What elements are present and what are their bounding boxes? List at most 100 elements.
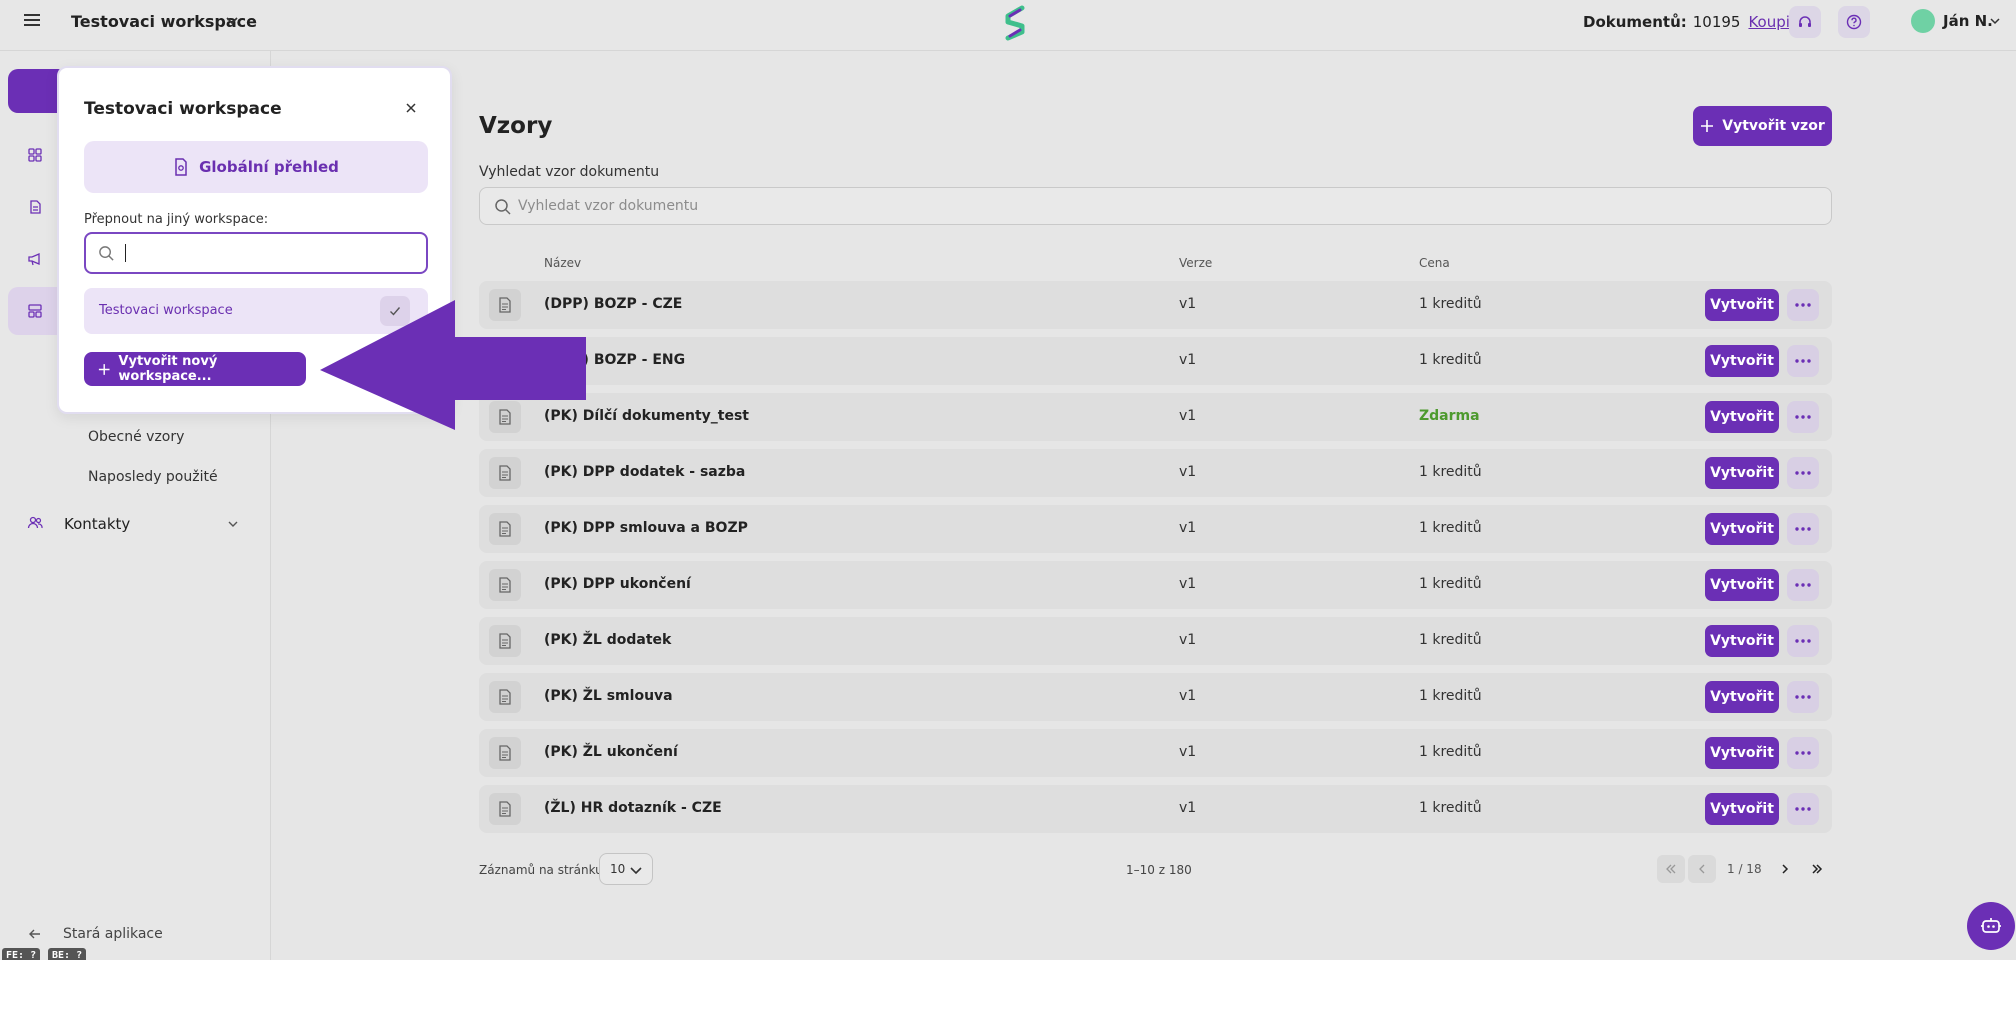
prev-page-button[interactable] xyxy=(1688,855,1716,883)
row-name: (ŽL) HR dotazník - CZE xyxy=(544,800,722,816)
last-page-button[interactable] xyxy=(1803,855,1831,883)
template-search-input[interactable] xyxy=(518,188,1818,224)
create-template-button[interactable]: Vytvořit vzor xyxy=(1693,106,1832,146)
template-search[interactable] xyxy=(479,187,1832,225)
support-button[interactable] xyxy=(1789,6,1821,38)
buy-link[interactable]: Koupit xyxy=(1748,13,1796,31)
chevron-down-icon[interactable] xyxy=(226,517,240,531)
user-name[interactable]: Ján N. xyxy=(1943,12,1993,30)
row-create-button[interactable]: Vytvořit xyxy=(1705,625,1779,657)
row-more-button[interactable] xyxy=(1787,737,1819,769)
frontend-version-badge: FE: ? xyxy=(2,948,41,960)
per-page-select[interactable]: 10 xyxy=(599,853,653,885)
users-icon xyxy=(27,516,43,529)
row-more-button[interactable] xyxy=(1787,569,1819,601)
plus-icon xyxy=(98,363,110,375)
row-create-button[interactable]: Vytvořit xyxy=(1705,345,1779,377)
row-more-button[interactable] xyxy=(1787,681,1819,713)
row-create-button[interactable]: Vytvořit xyxy=(1705,681,1779,713)
menu-icon[interactable] xyxy=(22,11,42,31)
workspace-item-label: Testovaci workspace xyxy=(99,303,233,318)
document-icon xyxy=(489,345,521,377)
row-version: v1 xyxy=(1179,296,1197,312)
row-create-button[interactable]: Vytvořit xyxy=(1705,457,1779,489)
table-row[interactable]: (DPP) BOZP - CZE v1 1 kreditů Vytvořit xyxy=(479,281,1832,329)
row-version: v1 xyxy=(1179,632,1197,648)
row-create-button[interactable]: Vytvořit xyxy=(1705,401,1779,433)
row-create-button[interactable]: Vytvořit xyxy=(1705,737,1779,769)
next-page-button[interactable] xyxy=(1771,855,1799,883)
sidebar-item-contacts[interactable]: Kontakty xyxy=(64,515,131,533)
workspace-search-input[interactable] xyxy=(84,232,428,274)
megaphone-icon xyxy=(28,253,40,266)
sidebar-item-documents[interactable] xyxy=(20,192,50,222)
close-icon[interactable] xyxy=(403,100,419,116)
row-price: 1 kreditů xyxy=(1419,800,1482,816)
row-name: (PK) DPP ukončení xyxy=(544,576,691,592)
row-more-button[interactable] xyxy=(1787,289,1819,321)
row-more-button[interactable] xyxy=(1787,401,1819,433)
user-menu-chevron-icon[interactable] xyxy=(1988,14,2002,28)
sidebar-sub-item-recent[interactable]: Naposledy použité xyxy=(88,469,218,485)
global-overview-button[interactable]: Globální přehled xyxy=(84,141,428,193)
document-icon xyxy=(175,158,187,176)
row-name: (PK) DPP smlouva a BOZP xyxy=(544,520,748,536)
app-logo[interactable] xyxy=(1000,4,1030,42)
sidebar-sub-item-general[interactable]: Obecné vzory xyxy=(88,429,185,445)
sidebar-item-campaigns[interactable] xyxy=(20,244,50,274)
row-version: v1 xyxy=(1179,408,1197,424)
app-window: Testovaci workspace Dokumentů: 10195 Koupi… xyxy=(0,0,2016,960)
table-row[interactable]: (PK) ŽL smlouva v1 1 kreditů Vytvořit xyxy=(479,673,1832,721)
page-title: Vzory xyxy=(479,113,553,139)
workspace-popover: Testovaci workspace Globální přehled Pře… xyxy=(57,66,452,414)
row-more-button[interactable] xyxy=(1787,625,1819,657)
create-workspace-button[interactable]: Vytvořit nový workspace... xyxy=(84,352,306,386)
sidebar-item-dashboard[interactable] xyxy=(20,140,50,170)
row-more-button[interactable] xyxy=(1787,345,1819,377)
row-version: v1 xyxy=(1179,464,1197,480)
row-price: 1 kreditů xyxy=(1419,688,1482,704)
more-icon xyxy=(1795,639,1811,643)
page-indicator: 1 / 18 xyxy=(1727,862,1762,876)
more-icon xyxy=(1795,359,1811,363)
row-more-button[interactable] xyxy=(1787,793,1819,825)
help-button[interactable] xyxy=(1838,6,1870,38)
chat-assistant-button[interactable] xyxy=(1967,902,2015,950)
old-app-link[interactable]: Stará aplikace xyxy=(63,926,163,942)
row-create-button[interactable]: Vytvořit xyxy=(1705,289,1779,321)
dashboard-icon xyxy=(28,148,42,162)
table-row[interactable]: (DPP) BOZP - ENG v1 1 kreditů Vytvořit xyxy=(479,337,1832,385)
table-row[interactable]: (PK) Dílčí dokumenty_test v1 Zdarma Vytvoři… xyxy=(479,393,1832,441)
row-create-button[interactable]: Vytvořit xyxy=(1705,569,1779,601)
table-row[interactable]: (PK) ŽL ukončení v1 1 kreditů Vytvořit xyxy=(479,729,1832,777)
table-row[interactable]: (PK) DPP smlouva a BOZP v1 1 kreditů Vytvoř… xyxy=(479,505,1832,553)
table-row[interactable]: (PK) DPP dodatek - sazba v1 1 kreditů Vytvo… xyxy=(479,449,1832,497)
workspace-title[interactable]: Testovaci workspace xyxy=(71,12,257,31)
workspace-list-item[interactable]: Testovaci workspace xyxy=(84,288,428,334)
table-row[interactable]: (ŽL) HR dotazník - CZE v1 1 kreditů Vytvoři… xyxy=(479,785,1832,833)
switch-workspace-label: Přepnout na jiný workspace: xyxy=(84,212,269,227)
row-create-button[interactable]: Vytvořit xyxy=(1705,513,1779,545)
row-more-button[interactable] xyxy=(1787,513,1819,545)
row-more-button[interactable] xyxy=(1787,457,1819,489)
row-name: (PK) DPP dodatek - sazba xyxy=(544,464,746,480)
check-icon-wrap xyxy=(380,296,410,326)
document-icon xyxy=(489,793,521,825)
document-icon xyxy=(489,457,521,489)
row-name: (DPP) BOZP - ENG xyxy=(544,352,686,368)
records-range: 1–10 z 180 xyxy=(1126,863,1192,877)
check-icon xyxy=(390,307,401,316)
table-row[interactable]: (PK) DPP ukončení v1 1 kreditů Vytvořit xyxy=(479,561,1832,609)
table-row[interactable]: (PK) ŽL dodatek v1 1 kreditů Vytvořit xyxy=(479,617,1832,665)
first-page-button[interactable] xyxy=(1657,855,1685,883)
column-header-name: Název xyxy=(544,256,582,270)
more-icon xyxy=(1795,807,1811,811)
documents-count: 10195 xyxy=(1692,13,1741,31)
row-price: 1 kreditů xyxy=(1419,464,1482,480)
create-workspace-label: Vytvořit nový workspace... xyxy=(118,354,218,384)
more-icon xyxy=(1795,303,1811,307)
avatar[interactable] xyxy=(1911,9,1935,33)
row-create-button[interactable]: Vytvořit xyxy=(1705,793,1779,825)
chevron-down-icon[interactable] xyxy=(224,12,240,28)
more-icon xyxy=(1795,527,1811,531)
